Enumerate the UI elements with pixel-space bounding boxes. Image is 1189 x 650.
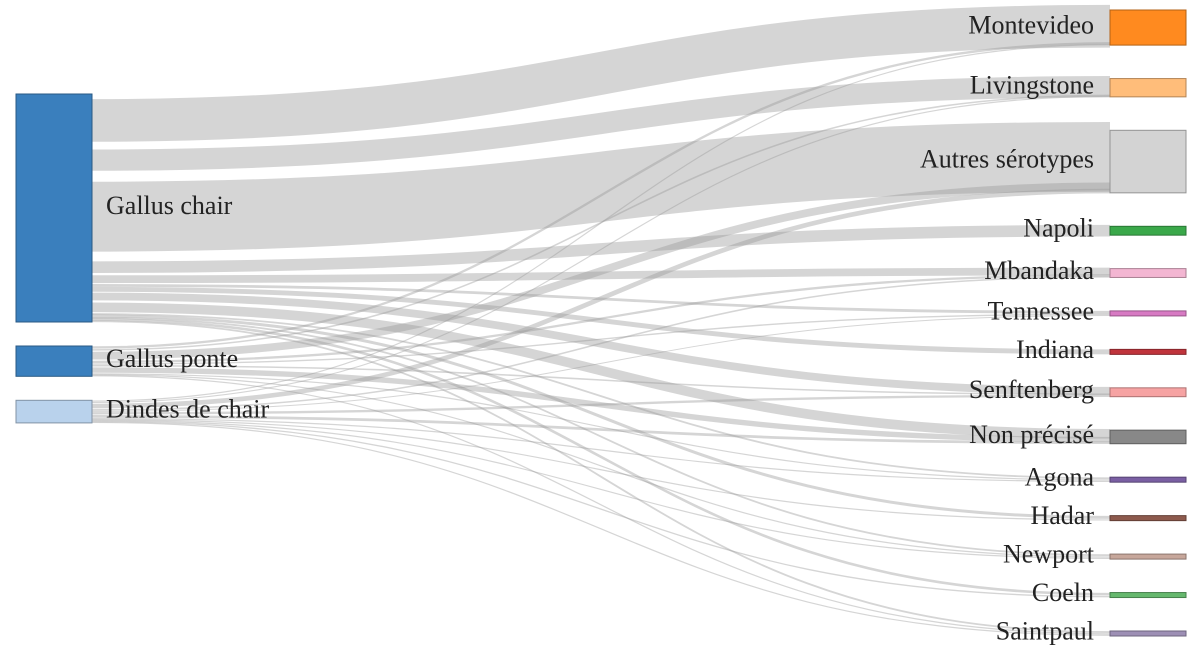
link-gallus-chair-to-saintpaul	[91, 320, 1111, 633]
target-node-napoli	[1109, 225, 1187, 236]
link-gallus-ponte-to-tennessee	[91, 313, 1111, 365]
target-label-coeln: Coeln	[1032, 578, 1094, 607]
source-bar-dindes-de-chair	[15, 399, 93, 424]
target-node-saintpaul	[1109, 630, 1187, 637]
link-gallus-chair-to-napoli	[91, 224, 1111, 273]
target-node-senftenberg	[1109, 387, 1187, 398]
link-gallus-chair-to-tennessee	[91, 284, 1111, 314]
link-gallus-chair-to-senftenberg	[91, 292, 1111, 395]
target-label-agona: Agona	[1025, 463, 1095, 492]
target-label-hadar: Hadar	[1030, 501, 1094, 530]
source-bar-gallus-ponte	[15, 345, 93, 377]
link-gallus-ponte-to-senftenberg	[91, 364, 1111, 396]
source-label-dindes-de-chair: Dindes de chair	[106, 395, 270, 424]
link-dindes-de-chair-to-senftenberg	[91, 394, 1111, 415]
link-dindes-de-chair-to-mbandaka	[91, 276, 1111, 411]
target-bar-indiana	[1109, 348, 1187, 355]
target-label-newport: Newport	[1003, 540, 1095, 569]
target-bar-tennessee	[1109, 310, 1187, 317]
link-gallus-chair-to-livingstone	[91, 76, 1111, 171]
source-label-gallus-ponte: Gallus ponte	[106, 344, 238, 373]
link-dindes-de-chair-to-coeln	[91, 420, 1111, 598]
target-bar-napoli	[1109, 225, 1187, 236]
target-bar-coeln	[1109, 592, 1187, 599]
link-gallus-ponte-to-montevideo	[91, 42, 1111, 349]
target-node-hadar	[1109, 515, 1187, 522]
link-dindes-de-chair-to-montevideo	[91, 44, 1111, 402]
link-gallus-chair-to-non-precise	[91, 302, 1111, 439]
link-gallus-chair-to-indiana	[91, 286, 1111, 355]
link-gallus-chair-to-coeln	[91, 318, 1111, 596]
nodes-layer	[15, 9, 1187, 637]
target-node-autres-serotypes	[1109, 129, 1187, 194]
target-bar-hadar	[1109, 515, 1187, 522]
target-label-livingstone: Livingstone	[970, 71, 1094, 100]
target-node-mbandaka	[1109, 268, 1187, 278]
link-gallus-chair-to-mbandaka	[91, 267, 1111, 284]
link-dindes-de-chair-to-newport	[91, 419, 1111, 559]
link-dindes-de-chair-to-agona	[91, 417, 1111, 483]
link-gallus-chair-to-hadar	[91, 314, 1111, 519]
link-dindes-de-chair-to-livingstone	[91, 95, 1111, 404]
target-node-montevideo	[1109, 9, 1187, 46]
target-node-coeln	[1109, 592, 1187, 599]
target-label-tennessee: Tennessee	[988, 296, 1094, 325]
target-bar-mbandaka	[1109, 268, 1187, 278]
target-bar-non-precise	[1109, 429, 1187, 445]
link-dindes-de-chair-to-autres-serotypes	[91, 188, 1111, 409]
target-bar-autres-serotypes	[1109, 129, 1187, 194]
link-gallus-chair-to-newport	[91, 317, 1111, 557]
link-gallus-ponte-to-saintpaul	[91, 375, 1111, 635]
link-gallus-ponte-to-autres-serotypes	[91, 182, 1111, 360]
link-dindes-de-chair-to-saintpaul	[91, 421, 1111, 636]
link-gallus-ponte-to-newport	[91, 374, 1111, 558]
link-gallus-ponte-to-mbandaka	[91, 274, 1111, 364]
link-dindes-de-chair-to-tennessee	[91, 314, 1111, 412]
source-bar-gallus-chair	[15, 93, 93, 323]
target-node-agona	[1109, 476, 1187, 483]
source-node-gallus-chair	[15, 93, 93, 323]
link-gallus-ponte-to-non-precise	[91, 367, 1111, 443]
target-bar-montevideo	[1109, 9, 1187, 46]
target-label-montevideo: Montevideo	[968, 11, 1094, 40]
link-gallus-chair-to-montevideo	[91, 4, 1111, 142]
target-label-senftenberg: Senftenberg	[969, 375, 1094, 404]
source-label-gallus-chair: Gallus chair	[106, 191, 233, 220]
labels-layer: Gallus chair Gallus ponte Dindes de chair M…	[106, 11, 1095, 646]
link-dindes-de-chair-to-non-precise	[91, 415, 1111, 445]
target-label-indiana: Indiana	[1016, 335, 1094, 364]
links-layer	[91, 4, 1111, 636]
target-bar-livingstone	[1109, 78, 1187, 98]
link-gallus-ponte-to-livingstone	[91, 94, 1111, 351]
target-label-saintpaul: Saintpaul	[996, 616, 1094, 645]
target-bar-senftenberg	[1109, 387, 1187, 398]
target-label-mbandaka: Mbandaka	[984, 256, 1094, 285]
link-gallus-chair-to-agona	[91, 313, 1111, 480]
target-bar-newport	[1109, 553, 1187, 560]
target-bar-saintpaul	[1109, 630, 1187, 637]
target-node-tennessee	[1109, 310, 1187, 317]
target-node-livingstone	[1109, 78, 1187, 98]
link-gallus-chair-to-autres-serotypes	[91, 121, 1111, 252]
target-label-napoli: Napoli	[1023, 214, 1094, 243]
source-node-gallus-ponte	[15, 345, 93, 377]
target-node-non-precise	[1109, 429, 1187, 445]
link-dindes-de-chair-to-hadar	[91, 418, 1111, 521]
target-label-non-precise: Non précisé	[969, 420, 1094, 449]
target-label-autres-serotypes: Autres sérotypes	[920, 145, 1094, 174]
target-bar-agona	[1109, 476, 1187, 483]
source-node-dindes-de-chair	[15, 399, 93, 424]
target-node-newport	[1109, 553, 1187, 560]
link-gallus-ponte-to-agona	[91, 373, 1111, 481]
target-node-indiana	[1109, 348, 1187, 355]
